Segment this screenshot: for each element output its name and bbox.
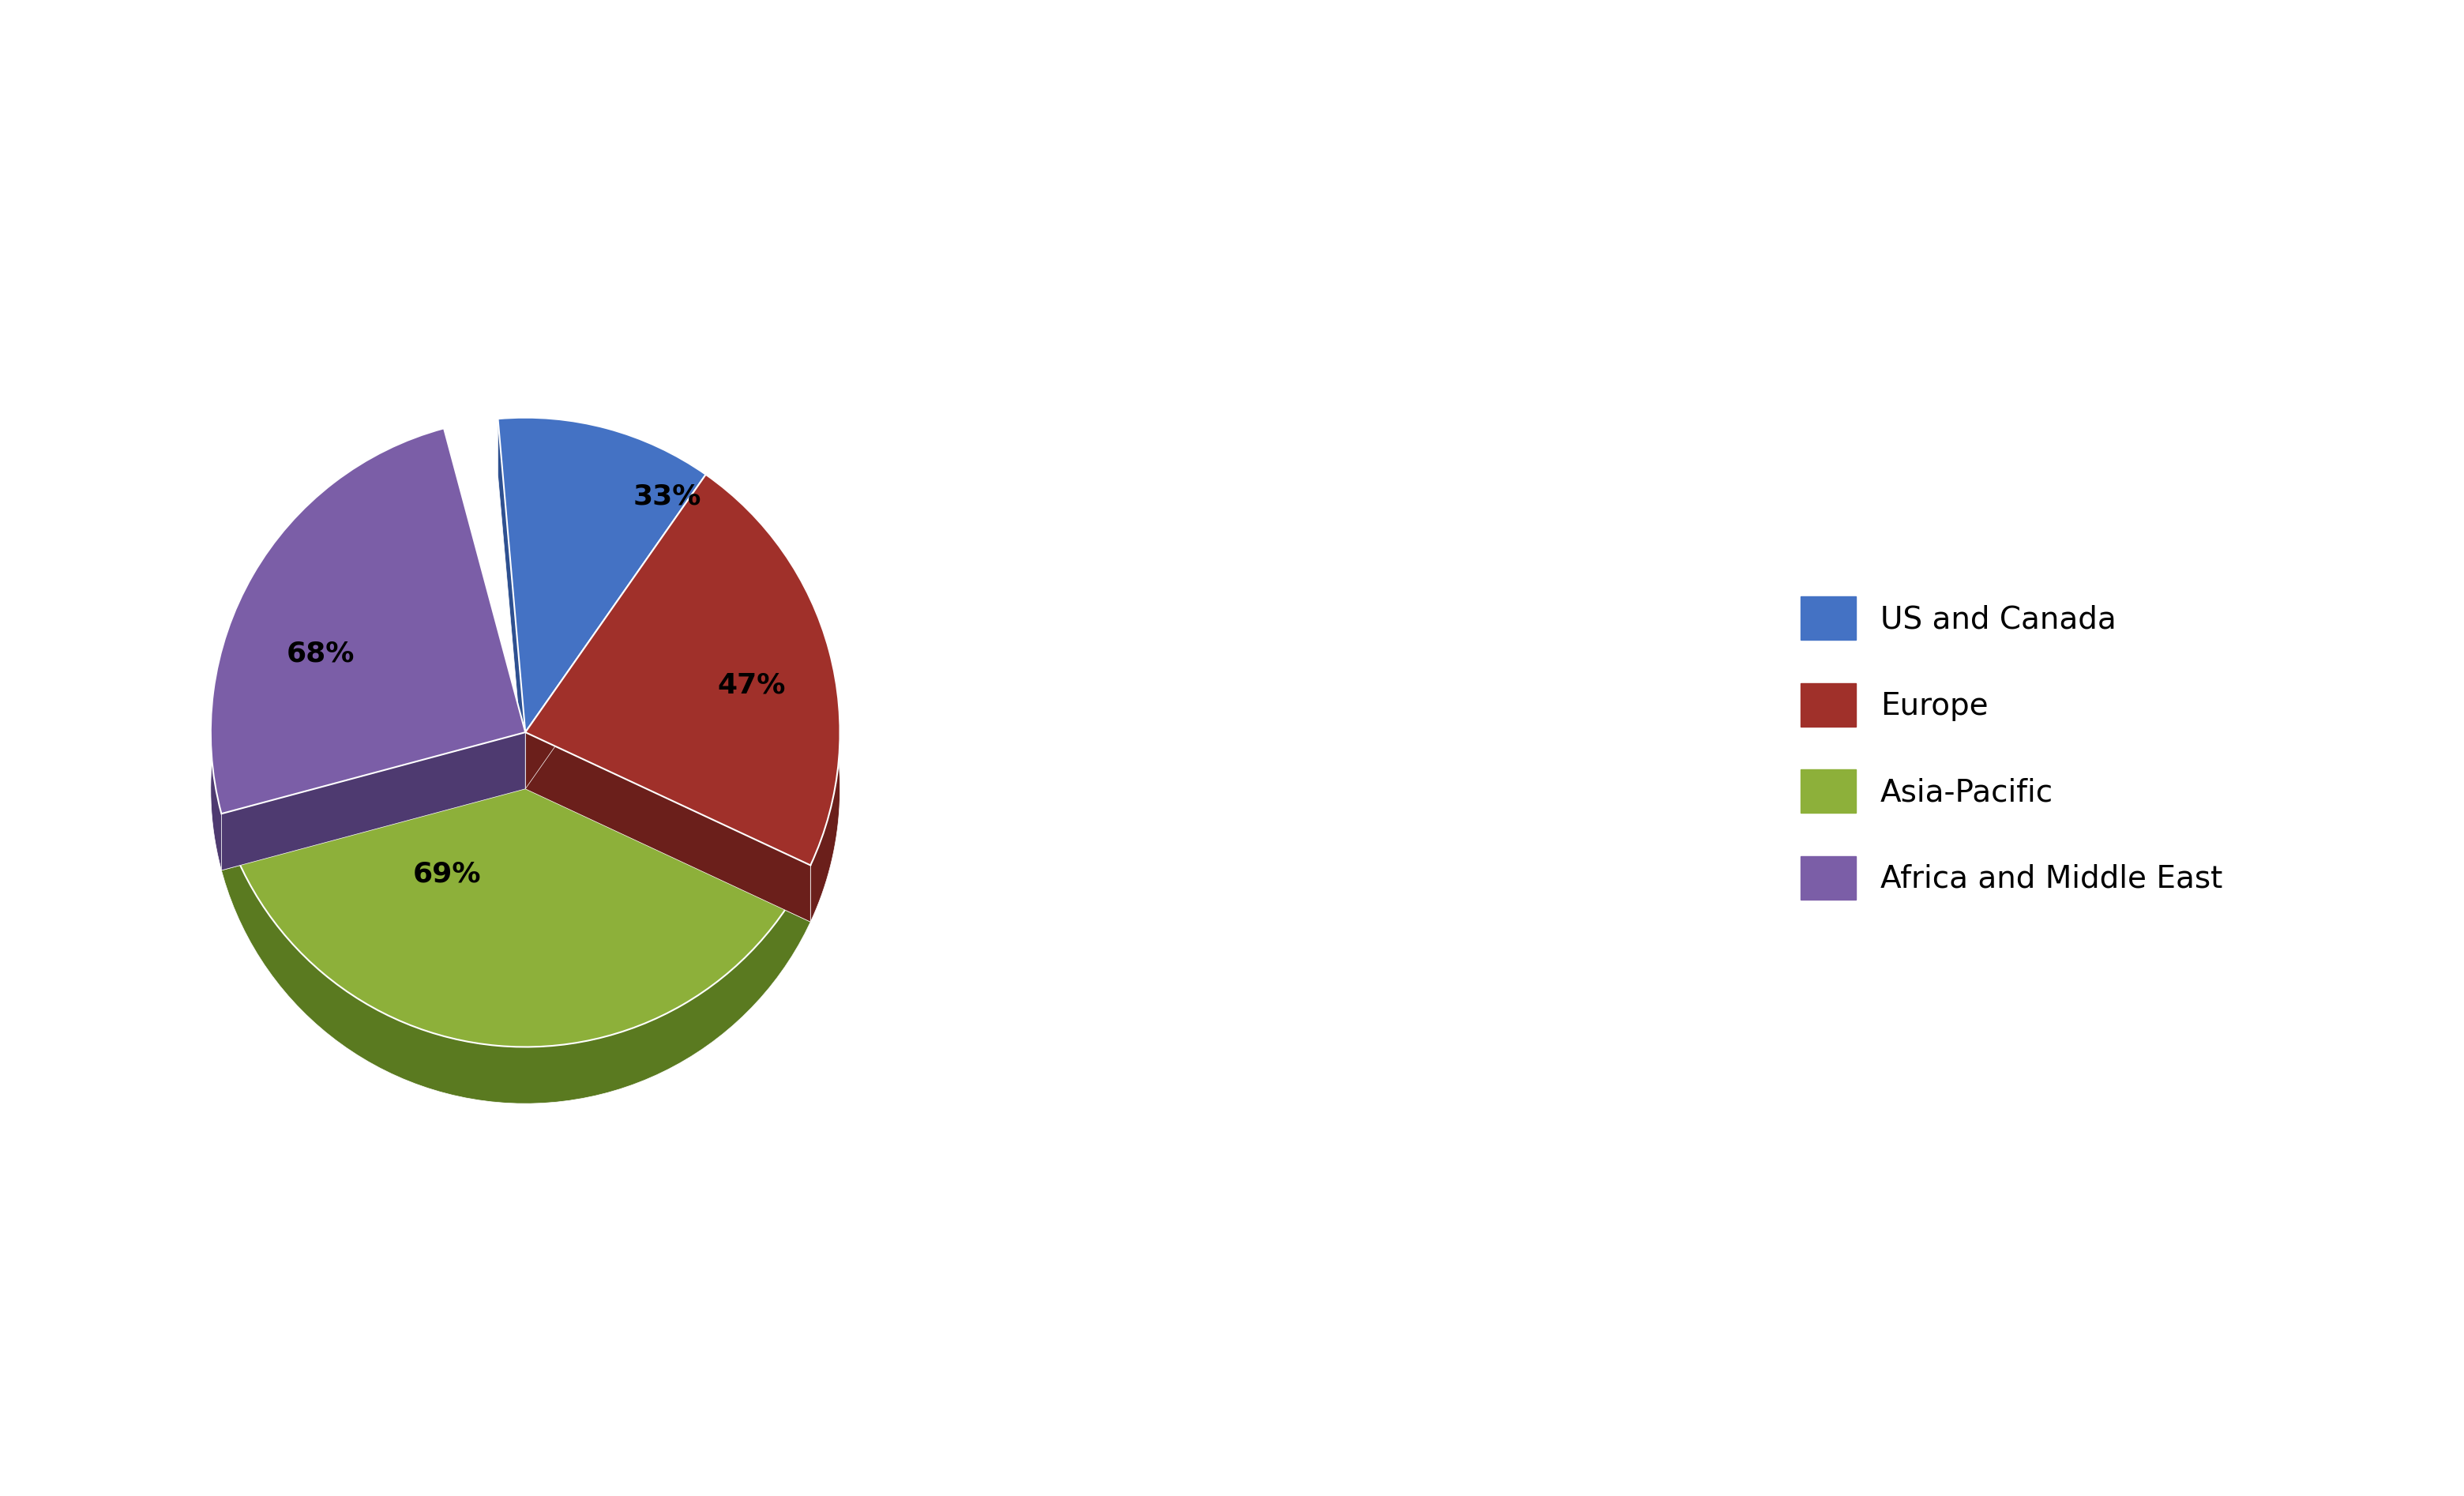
Polygon shape [222, 814, 811, 1104]
Polygon shape [525, 732, 811, 922]
Text: 33%: 33% [633, 483, 702, 510]
Text: 68%: 68% [286, 640, 355, 667]
Polygon shape [525, 732, 811, 922]
Polygon shape [498, 417, 705, 531]
Wedge shape [222, 732, 811, 1047]
Polygon shape [222, 732, 525, 871]
Wedge shape [525, 474, 840, 865]
Polygon shape [212, 428, 444, 871]
Polygon shape [498, 419, 525, 788]
Polygon shape [525, 474, 705, 788]
Polygon shape [222, 732, 525, 871]
Legend: US and Canada, Europe, Asia-Pacific, Africa and Middle East: US and Canada, Europe, Asia-Pacific, Afr… [1769, 565, 2252, 931]
Polygon shape [444, 428, 525, 788]
Text: 69%: 69% [411, 860, 480, 887]
Polygon shape [525, 474, 705, 788]
Text: 47%: 47% [717, 672, 786, 699]
Wedge shape [212, 428, 525, 814]
Wedge shape [498, 417, 705, 732]
Polygon shape [705, 474, 840, 922]
